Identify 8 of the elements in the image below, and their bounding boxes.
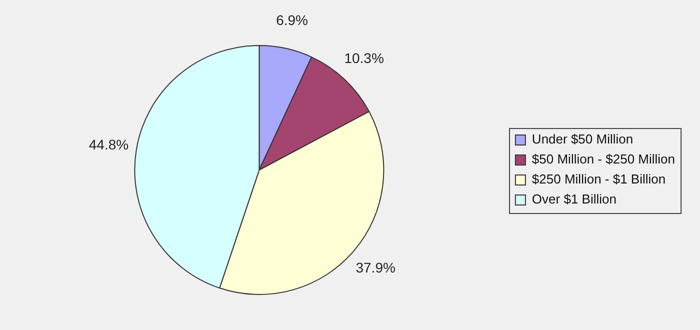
legend-label: $250 Million - $1 Billion [532,172,666,187]
legend-label: Under $50 Million [532,132,634,147]
legend-label: Over $1 Billion [532,192,616,207]
data-label: 6.9% [276,12,308,28]
legend-label: $50 Million - $250 Million [532,152,676,167]
data-label: 37.9% [356,259,396,276]
data-label: 10.3% [344,50,384,66]
data-label: 44.8% [88,136,129,152]
